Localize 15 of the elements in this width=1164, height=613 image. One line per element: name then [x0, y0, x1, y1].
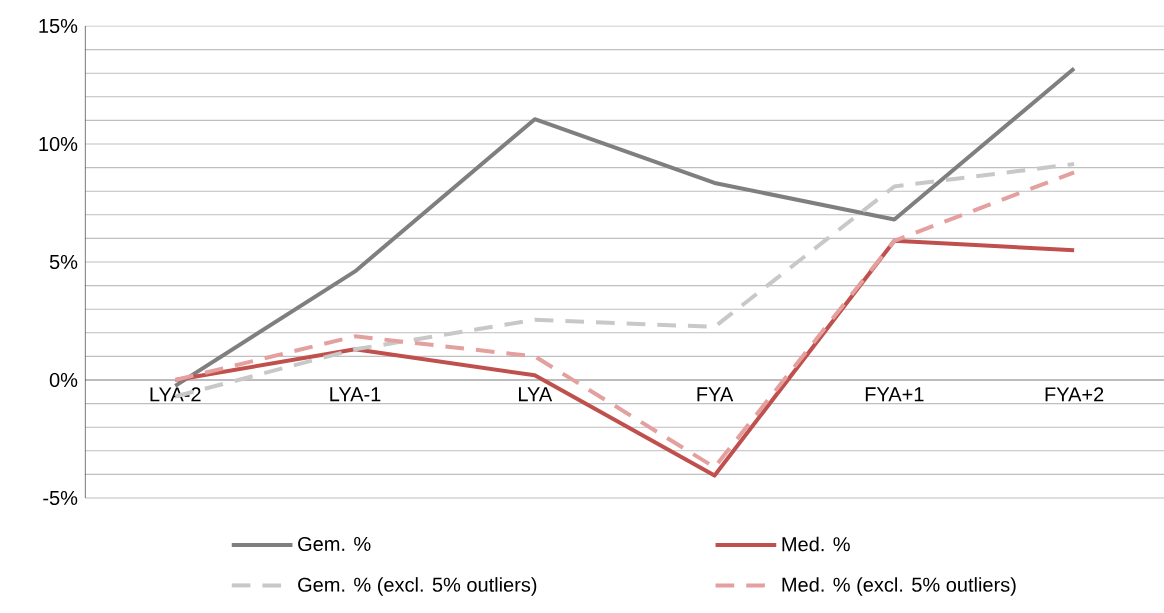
legend-label: Gem. %	[298, 536, 371, 551]
x-tick-label: FYA+2	[1045, 387, 1104, 402]
x-tick-label: FYA	[697, 387, 734, 401]
y-tick-label: 10%	[39, 136, 78, 151]
y-tick-label: 15%	[39, 18, 78, 33]
x-tick-label: LYA	[519, 387, 553, 401]
legend-label: Gem. % (excl. 5% outliers)	[298, 576, 537, 596]
y-tick-label: 0%	[49, 372, 78, 387]
line-series	[173, 66, 1077, 388]
legend-label: Med. % (excl. 5% outliers)	[782, 576, 1016, 596]
x-tick-label: LYA-1	[330, 387, 381, 401]
y-tick-label: -5%	[43, 490, 78, 505]
y-tick-label: 5%	[49, 254, 78, 269]
x-tick-label: FYA+1	[865, 387, 924, 401]
legend-label: Med. %	[782, 536, 850, 552]
